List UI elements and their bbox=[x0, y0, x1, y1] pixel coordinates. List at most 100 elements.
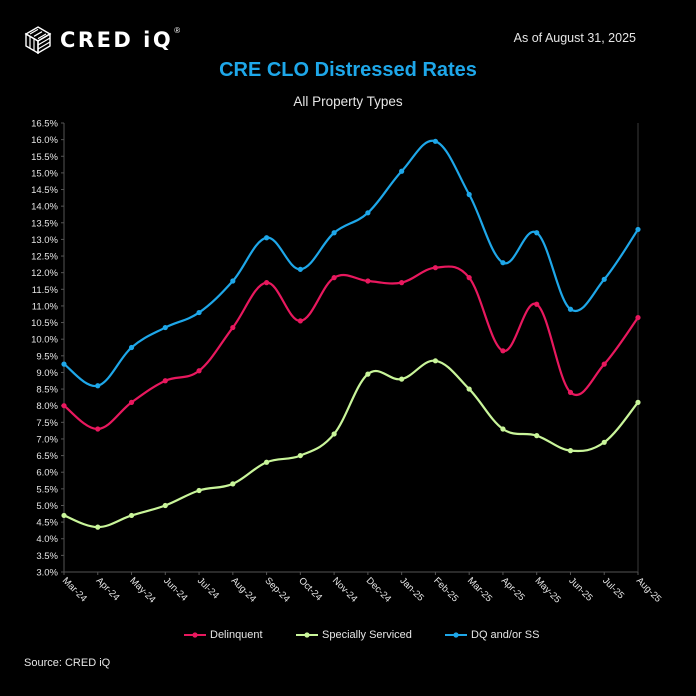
legend-item-specially-serviced[interactable]: Specially Serviced bbox=[295, 627, 412, 643]
chart-subtitle: All Property Types bbox=[293, 94, 403, 109]
data-point[interactable] bbox=[196, 487, 202, 494]
y-tick-label: 7.0% bbox=[36, 434, 58, 445]
x-tick-label: Aug-24 bbox=[229, 575, 258, 604]
data-point[interactable] bbox=[500, 426, 506, 432]
data-point[interactable] bbox=[601, 439, 607, 445]
series-specially-serviced bbox=[61, 358, 641, 530]
data-point[interactable] bbox=[534, 433, 540, 439]
data-point[interactable] bbox=[331, 230, 337, 236]
data-point[interactable] bbox=[534, 230, 540, 236]
data-point[interactable] bbox=[95, 383, 101, 389]
data-point[interactable] bbox=[432, 265, 439, 271]
plot-area bbox=[63, 123, 639, 573]
series-dq-and-or-ss bbox=[61, 138, 641, 389]
data-point[interactable] bbox=[365, 371, 371, 377]
data-point[interactable] bbox=[95, 524, 101, 530]
data-point[interactable] bbox=[297, 318, 303, 324]
data-point[interactable] bbox=[230, 278, 236, 284]
data-point[interactable] bbox=[432, 358, 439, 364]
y-tick-label: 4.5% bbox=[36, 518, 58, 529]
y-tick-label: 14.5% bbox=[31, 185, 58, 196]
data-point[interactable] bbox=[196, 368, 202, 374]
data-point[interactable] bbox=[263, 235, 270, 241]
data-point[interactable] bbox=[297, 266, 303, 272]
y-axis: 3.0% 3.5% 4.0% 4.5% 5.0% 5.5% 6.0% 6.5% 7.0% 7.5%… bbox=[31, 119, 64, 579]
y-tick-label: 6.5% bbox=[36, 451, 58, 462]
data-point[interactable] bbox=[500, 348, 506, 354]
data-point[interactable] bbox=[466, 191, 472, 198]
legend-label: DQ and/or SS bbox=[471, 629, 540, 641]
x-tick-label: May-25 bbox=[533, 575, 563, 605]
data-point[interactable] bbox=[331, 431, 337, 437]
y-tick-label: 3.5% bbox=[36, 551, 58, 562]
data-point[interactable] bbox=[365, 210, 371, 216]
data-point[interactable] bbox=[128, 399, 135, 405]
data-point[interactable] bbox=[399, 376, 405, 382]
x-axis: Mar-24 Apr-24 May-24 Jun-24 Jul-24 Aug-24 Sep-… bbox=[60, 572, 663, 606]
data-point[interactable] bbox=[61, 512, 67, 519]
data-point[interactable] bbox=[635, 399, 641, 405]
data-point[interactable] bbox=[601, 276, 607, 282]
data-point[interactable] bbox=[162, 378, 168, 384]
data-point[interactable] bbox=[61, 403, 67, 409]
data-point[interactable] bbox=[500, 260, 506, 266]
y-tick-label: 10.0% bbox=[31, 335, 58, 346]
legend-item-dq-and-or-ss[interactable]: DQ and/or SS bbox=[444, 627, 539, 643]
legend-label: Delinquent bbox=[210, 629, 263, 641]
legend-label: Specially Serviced bbox=[322, 629, 412, 641]
data-point[interactable] bbox=[635, 226, 641, 233]
data-point[interactable] bbox=[128, 512, 135, 519]
data-point[interactable] bbox=[263, 280, 270, 286]
y-tick-label: 4.0% bbox=[36, 534, 58, 545]
y-tick-label: 8.0% bbox=[36, 401, 58, 412]
data-point[interactable] bbox=[196, 309, 202, 316]
legend-line-marker-icon bbox=[445, 632, 467, 638]
legend-line-marker-icon bbox=[296, 632, 318, 638]
y-tick-label: 15.0% bbox=[31, 168, 58, 179]
data-point[interactable] bbox=[466, 386, 472, 392]
data-point[interactable] bbox=[601, 361, 607, 367]
data-point[interactable] bbox=[567, 448, 574, 454]
x-tick-label: Mar-25 bbox=[465, 575, 494, 604]
data-point[interactable] bbox=[263, 459, 270, 465]
y-tick-label: 3.0% bbox=[36, 568, 58, 579]
data-point[interactable] bbox=[61, 361, 67, 367]
data-point[interactable] bbox=[297, 452, 303, 459]
x-tick-label: Mar-24 bbox=[60, 575, 89, 604]
y-tick-label: 9.5% bbox=[36, 351, 58, 362]
chart-title: CRE CLO Distressed Rates bbox=[219, 59, 477, 81]
x-tick-label: Oct-24 bbox=[296, 575, 324, 603]
x-tick-label: Nov-24 bbox=[330, 575, 359, 604]
data-point[interactable] bbox=[399, 168, 405, 174]
y-tick-label: 16.0% bbox=[31, 135, 58, 146]
legend-item-delinquent[interactable]: Delinquent bbox=[183, 627, 263, 643]
cube-stripes-logo-icon bbox=[24, 26, 52, 54]
y-tick-label: 12.0% bbox=[31, 268, 58, 279]
data-point[interactable] bbox=[466, 275, 472, 281]
data-point[interactable] bbox=[635, 314, 641, 321]
brand-logo: CRED iQ ® bbox=[24, 26, 180, 54]
data-point[interactable] bbox=[432, 138, 439, 144]
y-tick-label: 5.0% bbox=[36, 501, 58, 512]
y-tick-label: 8.5% bbox=[36, 385, 58, 396]
data-point[interactable] bbox=[128, 344, 135, 351]
data-point[interactable] bbox=[162, 502, 168, 509]
x-tick-label: Apr-25 bbox=[499, 575, 527, 603]
y-tick-label: 11.0% bbox=[32, 301, 59, 312]
data-point[interactable] bbox=[567, 389, 574, 395]
y-tick-label: 6.0% bbox=[36, 468, 58, 479]
data-point[interactable] bbox=[162, 324, 168, 331]
data-point[interactable] bbox=[230, 324, 236, 331]
y-tick-label: 13.5% bbox=[31, 218, 58, 229]
data-point[interactable] bbox=[567, 306, 574, 312]
data-point[interactable] bbox=[399, 280, 405, 286]
data-point[interactable] bbox=[331, 275, 337, 281]
data-point[interactable] bbox=[534, 301, 540, 307]
data-point[interactable] bbox=[365, 278, 371, 284]
data-point[interactable] bbox=[230, 481, 236, 487]
y-tick-label: 12.5% bbox=[31, 252, 58, 263]
y-tick-label: 11.5% bbox=[32, 285, 59, 296]
data-point[interactable] bbox=[95, 426, 101, 432]
series-delinquent bbox=[61, 265, 641, 432]
